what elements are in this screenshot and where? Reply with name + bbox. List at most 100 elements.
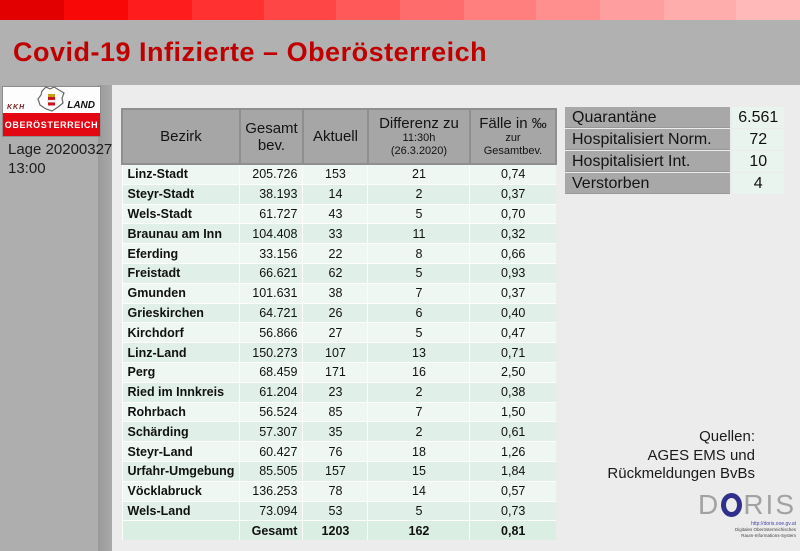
cell-gesamtbev: 136.253 — [239, 480, 303, 502]
cell-aktuell: 27 — [302, 322, 368, 343]
table-row: Vöcklabruck 136.253 78 14 0,57 — [121, 480, 556, 502]
cell-promille: 1,26 — [469, 441, 556, 462]
stat-row-hospitalized-intensive: Hospitalisiert Int. 10 — [565, 151, 784, 172]
doris-letter-d: D — [698, 489, 721, 520]
stat-label: Hospitalisiert Norm. — [565, 129, 731, 150]
page-title: Covid-19 Infizierte – Oberösterreich — [13, 37, 488, 67]
col-header-promille: Fälle in ‰ zur Gesamtbev. — [468, 108, 557, 165]
cell-gesamtbev: 64.721 — [239, 302, 303, 323]
table-row: Linz-Land 150.273 107 13 0,71 — [121, 342, 556, 363]
cell-bezirk: Wels-Land — [121, 500, 240, 521]
infections-table: Bezirk Gesamt bev. Aktuell Differenz zu … — [121, 108, 557, 541]
cell-bezirk: Linz-Stadt — [121, 163, 240, 185]
table-row: Gmunden 101.631 38 7 0,37 — [121, 282, 556, 304]
table-row: Freistadt 66.621 62 5 0,93 — [121, 262, 556, 284]
cell-differenz: 5 — [367, 203, 470, 224]
cell-promille: 0,93 — [469, 262, 556, 284]
cell-promille: 0,74 — [469, 163, 556, 185]
sources-note: Quellen: AGES EMS und Rückmeldungen BvBs — [607, 428, 755, 484]
cell-promille: 1,84 — [469, 460, 556, 482]
table-row: Steyr-Stadt 38.193 14 2 0,37 — [121, 183, 556, 205]
cell-differenz: 14 — [367, 480, 470, 502]
cell-promille: 0,32 — [469, 223, 556, 244]
doris-wordmark: D RIS — [698, 490, 796, 520]
col-header-differenz: Differenz zu 11:30h (26.3.2020) — [366, 108, 471, 165]
doris-url: http://doris.ooe.gv.at — [751, 521, 796, 527]
stat-value: 6.561 — [732, 107, 784, 128]
cell-promille: 0,70 — [469, 203, 556, 224]
cell-aktuell: 14 — [302, 183, 368, 205]
cell-differenz: 5 — [367, 322, 470, 343]
cell-bezirk: Urfahr-Umgebung — [121, 460, 240, 482]
upper-austria-map-icon — [36, 85, 66, 118]
sources-line: Rückmeldungen BvBs — [607, 465, 755, 482]
doris-logo: D RIS http://doris.ooe.gv.at Digitales O… — [698, 490, 796, 538]
cell-gesamtbev: 73.094 — [239, 500, 303, 521]
col-header-gesamtbev: Gesamt bev. — [238, 108, 304, 165]
stat-row-quarantine: Quarantäne 6.561 — [565, 107, 784, 128]
cell-promille: 0,73 — [469, 500, 556, 521]
cell-aktuell: 153 — [302, 163, 368, 185]
cell-aktuell: 22 — [302, 243, 368, 264]
cell-aktuell: 53 — [302, 500, 368, 521]
cell-aktuell: 78 — [302, 480, 368, 502]
table-row: Braunau am Inn 104.408 33 11 0,32 — [121, 223, 556, 244]
cell-gesamtbev: 101.631 — [239, 282, 303, 304]
sidebar-divider — [98, 85, 112, 551]
cell-differenz: 5 — [367, 500, 470, 521]
cell-total-promille: 0,81 — [469, 520, 556, 541]
cell-aktuell: 43 — [302, 203, 368, 224]
cell-gesamtbev: 38.193 — [239, 183, 303, 205]
cell-gesamtbev: 150.273 — [239, 342, 303, 363]
cell-gesamtbev: 66.621 — [239, 262, 303, 284]
cell-aktuell: 33 — [302, 223, 368, 244]
logo-kkh-label: KKH — [7, 104, 26, 111]
cell-gesamtbev: 85.505 — [239, 460, 303, 482]
cell-aktuell: 62 — [302, 262, 368, 284]
cell-gesamtbev: 68.459 — [239, 361, 303, 383]
cell-aktuell: 23 — [302, 381, 368, 403]
cell-gesamtbev: 33.156 — [239, 243, 303, 264]
doris-subtitle: Digitales Oberösterreichisches Raum-Info… — [734, 527, 796, 538]
logo-land-label: LAND — [67, 100, 95, 111]
cell-gesamtbev: 56.866 — [239, 322, 303, 343]
sources-title: Quellen: — [699, 428, 755, 445]
table-row: Urfahr-Umgebung 85.505 157 15 1,84 — [121, 460, 556, 482]
table-row: Rohrbach 56.524 85 7 1,50 — [121, 401, 556, 422]
cell-aktuell: 85 — [302, 401, 368, 422]
stat-label: Quarantäne — [565, 107, 731, 128]
col-header-bezirk: Bezirk — [121, 108, 241, 165]
cell-bezirk: Grieskirchen — [121, 302, 240, 323]
stat-value: 10 — [732, 151, 784, 172]
cell-aktuell: 76 — [302, 441, 368, 462]
cell-bezirk: Wels-Stadt — [121, 203, 240, 224]
cell-gesamtbev: 61.204 — [239, 381, 303, 403]
table-row: Perg 68.459 171 16 2,50 — [121, 361, 556, 383]
cell-bezirk: Steyr-Stadt — [121, 183, 240, 205]
situation-date: Lage 20200327 — [8, 141, 113, 158]
table-row: Ried im Innkreis 61.204 23 2 0,38 — [121, 381, 556, 403]
cell-promille: 0,40 — [469, 302, 556, 323]
cell-gesamtbev: 104.408 — [239, 223, 303, 244]
stat-value: 4 — [732, 173, 784, 194]
table-row: Wels-Stadt 61.727 43 5 0,70 — [121, 203, 556, 224]
cell-differenz: 7 — [367, 282, 470, 304]
cell-differenz: 21 — [367, 163, 470, 185]
situation-time: 13:00 — [8, 160, 46, 177]
sidebar — [0, 85, 98, 551]
top-red-gradient-bar — [0, 0, 800, 20]
cell-total-aktuell: 1203 — [302, 520, 368, 541]
cell-bezirk: Schärding — [121, 421, 240, 442]
cell-bezirk: Ried im Innkreis — [121, 381, 240, 403]
cell-bezirk: Freistadt — [121, 262, 240, 284]
cell-promille: 1,50 — [469, 401, 556, 422]
stat-row-deceased: Verstorben 4 — [565, 173, 784, 194]
col-header-aktuell: Aktuell — [301, 108, 369, 165]
cell-gesamtbev: 61.727 — [239, 203, 303, 224]
infection-table-body: Linz-Stadt 205.726 153 21 0,74 Steyr-Stadt 38.… — [121, 163, 556, 541]
cell-aktuell: 26 — [302, 302, 368, 323]
cell-differenz: 11 — [367, 223, 470, 244]
logo-top: KKH LAND — [3, 86, 100, 113]
table-row: Kirchdorf 56.866 27 5 0,47 — [121, 322, 556, 343]
